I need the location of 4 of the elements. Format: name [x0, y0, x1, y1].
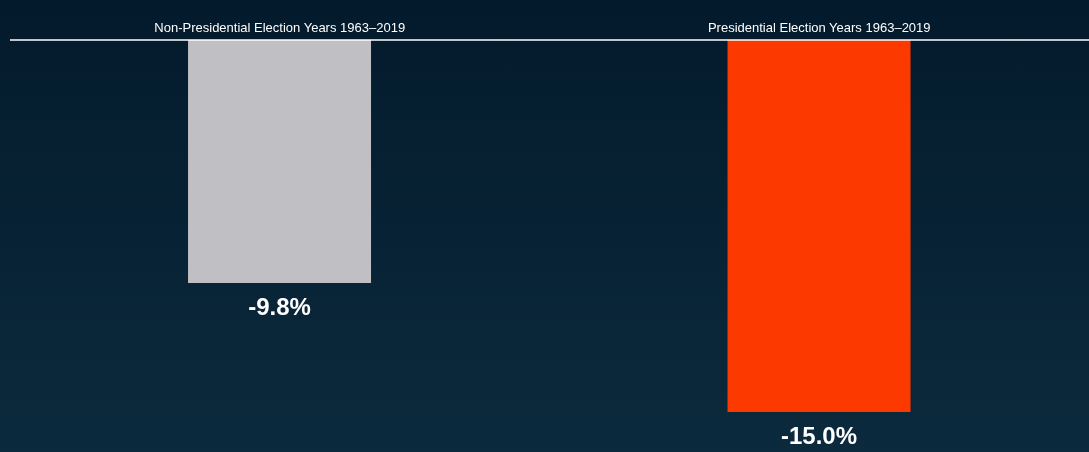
data-label: -15.0%: [781, 422, 858, 449]
x-tick-label: Presidential Election Years 1963–2019: [707, 20, 931, 35]
x-tick-label: Non-Presidential Election Years 1963–2019: [154, 20, 406, 35]
data-label: -9.8%: [248, 293, 311, 321]
